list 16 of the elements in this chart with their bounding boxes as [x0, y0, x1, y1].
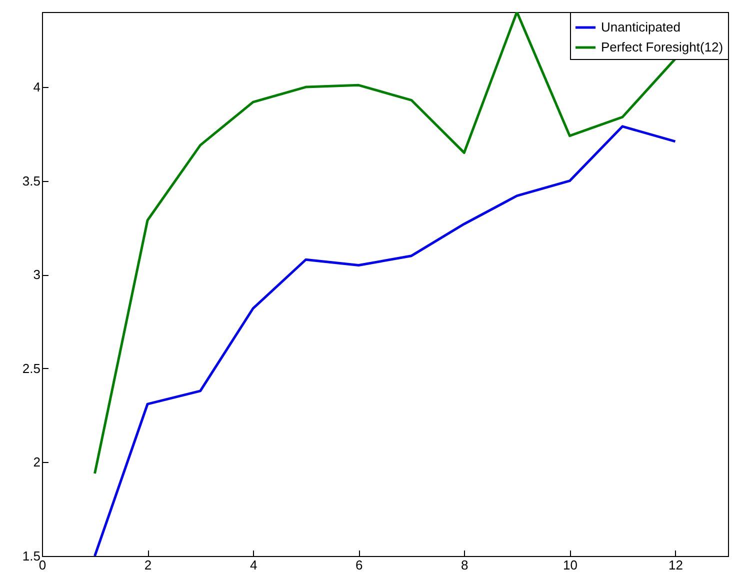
y-tick-label: 3.5 [22, 173, 40, 188]
x-tick-label: 2 [144, 558, 152, 572]
x-tick-label: 4 [250, 558, 258, 572]
legend-label: Perfect Foresight(12) [601, 40, 724, 54]
x-tick-label: 6 [356, 558, 363, 572]
x-tick-label: 12 [668, 558, 683, 572]
line-series [94, 125, 676, 556]
y-tick-label: 4 [33, 80, 40, 95]
y-tick-label: 2.5 [22, 360, 40, 376]
x-tick-label: 0 [38, 558, 46, 572]
x-tick-label: 8 [461, 558, 468, 572]
y-tick-label: 1.5 [22, 548, 40, 564]
y-tick-label: 3 [33, 267, 40, 282]
x-tick-label: 10 [562, 558, 578, 572]
legend-label: Unanticipated [601, 20, 680, 34]
y-tick-label: 2 [33, 454, 40, 470]
